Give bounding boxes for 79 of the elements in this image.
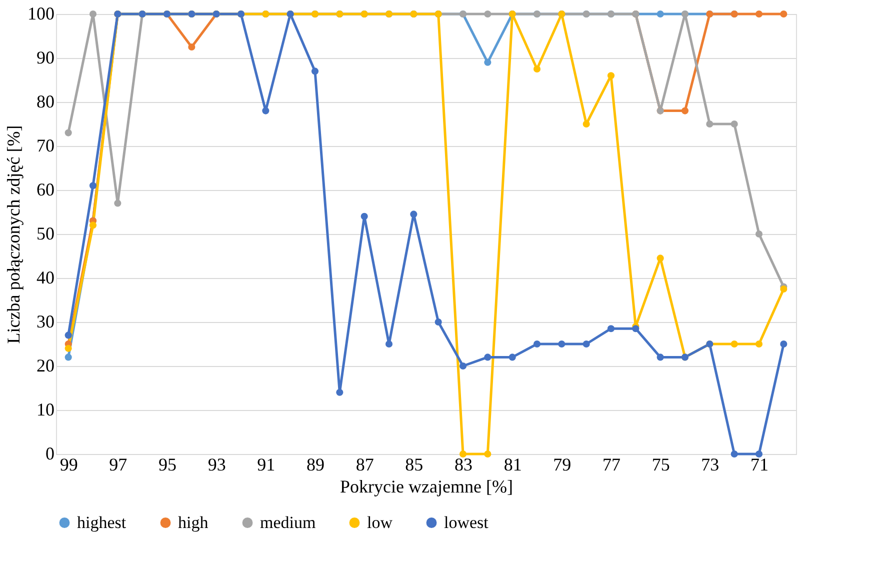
point [706,120,714,128]
x-tick-label: 87 [356,454,374,474]
y-tick-label: 10 [36,400,54,420]
point [755,340,763,348]
point [656,10,664,18]
x-tick-label: 91 [257,454,276,474]
point [114,200,122,207]
point [656,354,664,361]
point [410,210,418,218]
point [64,332,72,339]
point [730,340,738,348]
y-tick-label: 0 [46,444,54,464]
point [607,325,615,332]
point [484,58,492,66]
point [582,120,590,128]
x-tick-label: 89 [306,454,324,474]
point [533,65,541,73]
x-tick-label: 75 [652,454,670,474]
x-tick-label: 97 [109,454,128,474]
y-tick-label: 60 [36,180,54,200]
x-tick-label: 83 [454,454,472,474]
point [64,354,72,361]
point [459,450,467,458]
point [89,222,97,229]
point [89,182,97,190]
y-tick-label: 80 [36,92,54,112]
point [607,72,615,80]
y-tick-label: 70 [36,136,54,156]
y-tick-label: 90 [36,48,54,68]
point [755,230,763,238]
x-tick-label: 77 [602,454,620,474]
point [558,340,566,348]
point [188,43,196,51]
point [780,340,788,348]
legend-label: low [367,512,394,532]
point [730,450,738,458]
point [508,354,516,361]
point [484,354,492,361]
point [681,107,689,114]
point [632,325,640,332]
point [656,254,664,262]
x-tick-label: 93 [208,454,226,474]
point [484,10,492,18]
point [582,340,590,348]
x-tick-label: 81 [504,454,522,474]
legend-label: high [178,512,209,532]
point [780,285,788,293]
point [89,10,97,18]
y-tick-label: 40 [36,268,54,288]
x-tick-label: 85 [405,454,424,474]
x-tick-label: 99 [60,454,78,474]
point [64,344,72,352]
x-tick-label: 73 [701,454,720,474]
point [533,340,541,348]
y-axis-title: Liczba połączonych zdjęć [%] [4,125,24,344]
y-tick-label: 100 [28,4,54,24]
point [64,129,72,136]
point [484,450,492,458]
point [755,10,763,18]
x-tick-label: 95 [158,454,176,474]
point [730,120,738,128]
point [459,362,467,370]
point [780,10,788,18]
point [336,388,344,396]
y-tick-label: 30 [36,312,54,332]
x-tick-label: 71 [750,454,768,474]
legend-label: medium [260,512,316,532]
point [755,450,763,458]
y-tick-label: 50 [36,224,54,244]
point [385,340,393,348]
legend-label: lowest [444,512,489,532]
x-axis-title: Pokrycie wzajemne [%] [340,476,513,496]
point [360,212,368,220]
point [434,318,442,326]
x-tick-label: 79 [553,454,572,474]
point [262,107,270,114]
legend-label: highest [77,512,126,532]
point [311,68,319,75]
y-tick-label: 20 [36,356,54,376]
